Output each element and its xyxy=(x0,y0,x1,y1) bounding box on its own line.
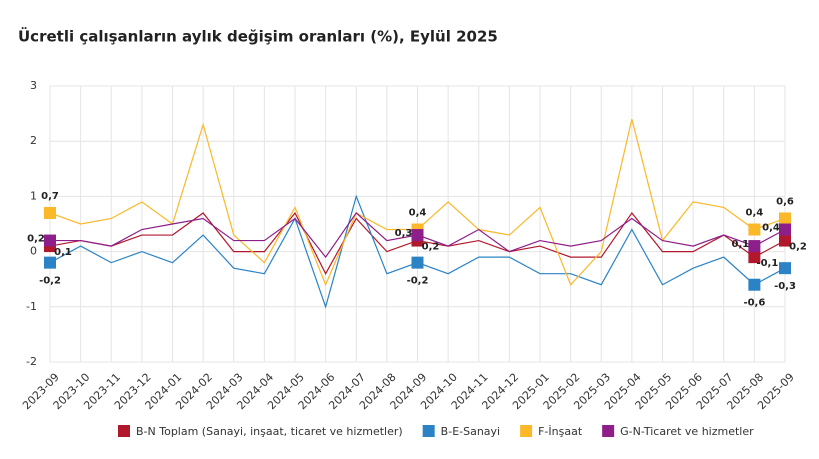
chart-title: Ücretli çalışanların aylık değişim oranl… xyxy=(18,27,498,46)
legend-swatch xyxy=(520,425,533,437)
y-tick-label: 1 xyxy=(30,189,37,202)
data-label: 0,2 xyxy=(789,242,807,253)
marker xyxy=(779,223,791,236)
legend-swatch xyxy=(602,425,615,437)
marker xyxy=(748,240,761,253)
marker xyxy=(44,206,56,219)
y-tick-label: -1 xyxy=(26,300,37,313)
marker xyxy=(779,234,791,247)
data-label: 0,7 xyxy=(41,191,59,202)
data-label: 0,3 xyxy=(395,228,413,239)
y-tick-label: 2 xyxy=(30,134,37,147)
marker xyxy=(748,223,761,236)
data-label: -0,2 xyxy=(39,276,61,287)
data-label: 0,2 xyxy=(422,242,440,253)
data-label: 0,4 xyxy=(746,208,764,219)
data-label: 0,2 xyxy=(27,234,45,245)
legend-swatch xyxy=(422,425,435,437)
marker xyxy=(779,212,791,225)
data-label: 0,4 xyxy=(762,223,780,234)
data-label: -0,3 xyxy=(774,281,796,292)
data-label: -0,2 xyxy=(407,276,429,287)
legend-label: B-N Toplam (Sanayi, inşaat, ticaret ve h… xyxy=(136,425,403,438)
data-label: 0,4 xyxy=(409,208,427,219)
y-tick-label: 0 xyxy=(30,245,37,258)
marker xyxy=(411,256,424,269)
data-label: 0,6 xyxy=(776,196,794,207)
legend-swatch xyxy=(118,425,130,437)
marker xyxy=(411,229,424,242)
marker xyxy=(44,256,56,269)
legend-label: G-N-Ticaret ve hizmetler xyxy=(620,425,754,438)
data-label: 0,1 xyxy=(54,247,72,258)
data-label: 0,1 xyxy=(732,239,750,250)
data-label: -0,6 xyxy=(743,298,765,309)
legend-label: F-İnşaat xyxy=(538,425,583,438)
y-tick-label: 3 xyxy=(30,79,37,92)
marker xyxy=(748,251,761,264)
marker xyxy=(748,278,761,291)
y-tick-label: -2 xyxy=(26,355,37,368)
marker xyxy=(44,234,56,247)
legend-label: B-E-Sanayi xyxy=(441,425,500,438)
data-label: -0,1 xyxy=(756,258,778,269)
marker xyxy=(779,262,791,275)
